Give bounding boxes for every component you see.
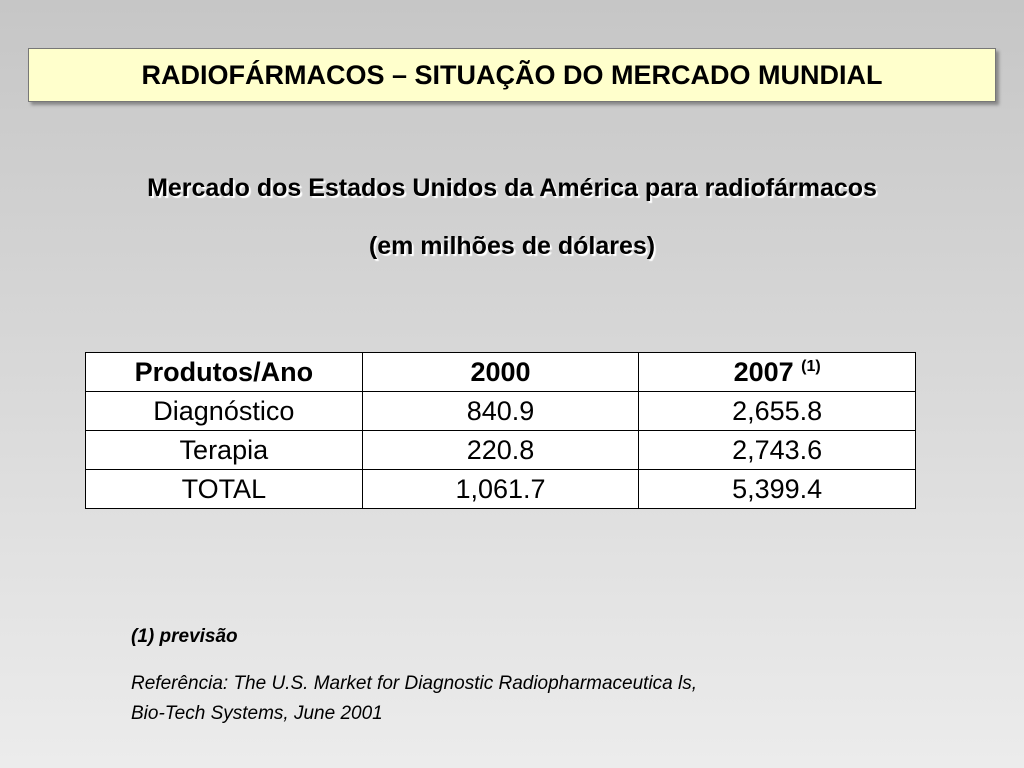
table-cell: 2,743.6	[638, 430, 916, 470]
table-row: Terapia 220.8 2,743.6	[85, 430, 916, 470]
header-cell: 2007 (1)	[638, 352, 916, 392]
table-cell: 840.9	[361, 391, 640, 431]
table-cell: 5,399.4	[638, 469, 916, 509]
header-text: 2000	[470, 356, 531, 387]
table-row: Diagnóstico 840.9 2,655.8	[85, 391, 916, 431]
table: Produtos/Ano 2000 2007 (1) Diagnóstico 84…	[85, 352, 916, 509]
title: RADIOFÁRMACOS – SITUAÇÃO DO MERCADO MUND…	[28, 48, 996, 102]
table-cell: Terapia	[85, 430, 363, 470]
table-cell: TOTAL	[85, 469, 363, 509]
subtitle: Mercado dos Estados Unidos da América pa…	[147, 174, 877, 202]
footnote: (1) previsão	[131, 626, 238, 647]
header-note: (1)	[801, 357, 821, 375]
header-cell: 2000	[361, 352, 640, 392]
reference: Referência: The U.S. Market for Diagnost…	[131, 673, 698, 694]
table-row: TOTAL 1,061.7 5,399.4	[85, 469, 916, 509]
table-cell: 2,655.8	[638, 391, 916, 431]
header-text: 2007	[733, 356, 794, 387]
header-cell: Produtos/Ano	[85, 352, 363, 392]
reference: Bio-Tech Systems, June 2001	[131, 703, 383, 724]
table-cell: Diagnóstico	[85, 391, 363, 431]
table-cell: 1,061.7	[361, 469, 640, 509]
table-cell: 220.8	[361, 430, 640, 470]
header-text: Produtos/Ano	[134, 356, 314, 387]
header-row: Produtos/Ano 2000 2007 (1)	[85, 352, 916, 392]
subtitle: (em milhões de dólares)	[368, 232, 656, 260]
